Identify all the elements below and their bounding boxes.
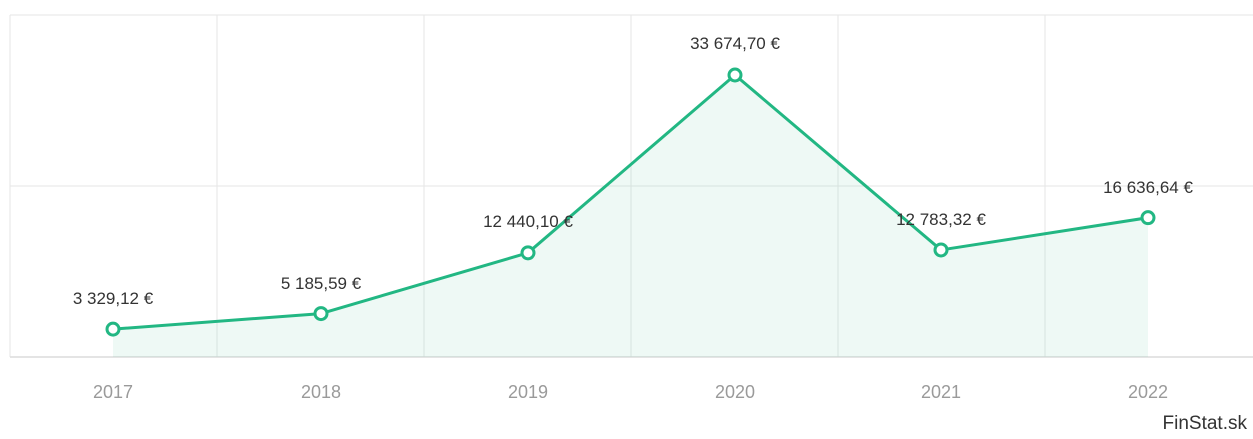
x-tick-label-2022: 2022 [1128,382,1168,402]
x-tick-label-2021: 2021 [921,382,961,402]
x-tick-labels: 2017 2018 2019 2020 2021 2022 [93,382,1168,402]
data-label-2022: 16 636,64 € [1103,178,1193,197]
data-point-2019[interactable] [520,245,536,261]
data-point-2018[interactable] [313,306,329,322]
x-tick-label-2019: 2019 [508,382,548,402]
data-label-2018: 5 185,59 € [281,274,362,293]
x-tick-label-2020: 2020 [715,382,755,402]
data-point-2021[interactable] [933,242,949,258]
data-point-2020[interactable] [727,67,743,83]
data-label-2019: 12 440,10 € [483,212,573,231]
gridlines [9,14,1253,358]
data-label-2020: 33 674,70 € [690,34,780,53]
data-point-2017[interactable] [105,321,121,337]
data-point-2022[interactable] [1140,210,1156,226]
x-tick-label-2017: 2017 [93,382,133,402]
data-label-2017: 3 329,12 € [73,289,154,308]
series-area-fill [113,75,1148,357]
data-points [105,67,1156,337]
data-labels: 3 329,12 € 5 185,59 € 12 440,10 € 33 674,70… [73,34,1194,308]
data-label-2021: 12 783,32 € [896,210,986,229]
source-credit[interactable]: FinStat.sk [1162,413,1247,434]
x-tick-label-2018: 2018 [301,382,341,402]
series-line [112,73,1149,331]
